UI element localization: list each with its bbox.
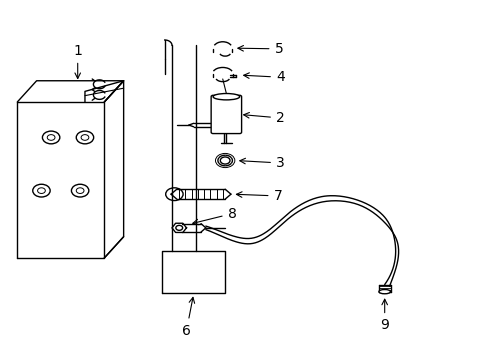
Text: 2: 2 <box>243 111 284 125</box>
FancyBboxPatch shape <box>211 95 241 134</box>
Text: 7: 7 <box>236 189 282 203</box>
Text: 8: 8 <box>192 207 236 225</box>
Ellipse shape <box>213 94 239 100</box>
Text: 4: 4 <box>243 70 284 84</box>
Text: 9: 9 <box>380 299 388 332</box>
Text: 3: 3 <box>239 156 284 170</box>
Ellipse shape <box>378 289 390 294</box>
Text: 1: 1 <box>73 44 82 78</box>
Text: 5: 5 <box>237 42 283 56</box>
Text: 6: 6 <box>182 297 194 338</box>
